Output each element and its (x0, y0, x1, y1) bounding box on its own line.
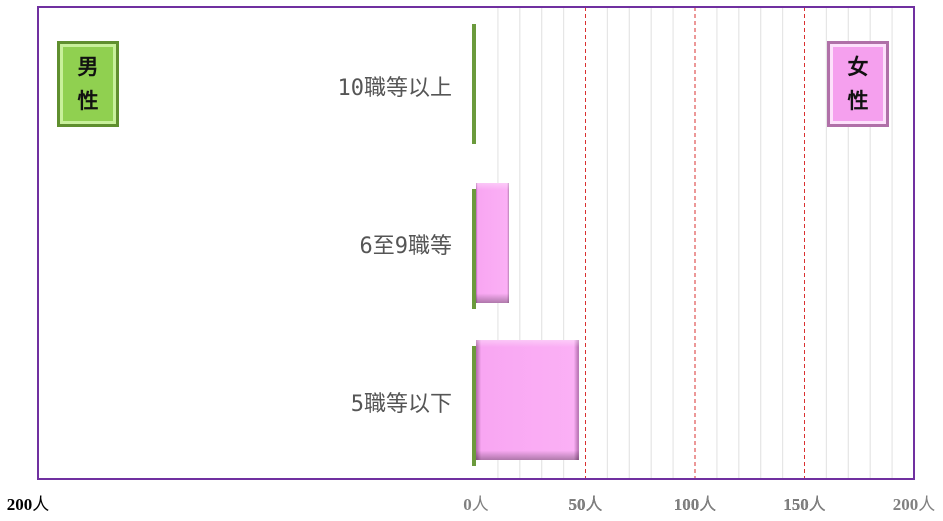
male-bar (472, 189, 476, 309)
tick-value: 50 (569, 495, 586, 514)
tick-value: 100 (674, 495, 700, 514)
tick-unit: 人 (699, 495, 716, 514)
x-tick-label: 0人 (463, 495, 489, 514)
tick-unit: 人 (586, 495, 603, 514)
tick-unit: 人 (918, 495, 935, 514)
x-tick-label: 200人 (893, 495, 936, 514)
legend-badge-text: 性 (848, 89, 869, 113)
legend-badge-text: 性 (78, 89, 99, 113)
male-legend-badge: 男性 (57, 41, 119, 127)
tick-unit: 人 (472, 495, 489, 514)
tick-value: 150 (783, 495, 809, 514)
x-tick-label: 100人 (674, 495, 717, 514)
tick-value: 150 (783, 495, 809, 514)
x-tick-label: 150人 (783, 495, 826, 514)
category-label: 5職等以下 (351, 392, 452, 417)
tick-unit: 人 (699, 495, 716, 514)
plot-frame (37, 6, 915, 480)
bars-layer (472, 24, 579, 466)
tick-unit: 人 (809, 495, 826, 514)
x-tick-label: 50人 (569, 495, 603, 514)
x-tick-label: 50人 (569, 495, 603, 514)
tick-value: 0 (463, 495, 472, 514)
tick-value: 200 (893, 495, 919, 514)
tick-value: 50 (569, 495, 586, 514)
legend-badge-text: 女 (848, 55, 869, 79)
female-bar-shade (476, 340, 579, 460)
tick-unit: 人 (586, 495, 603, 514)
tick-unit: 人 (809, 495, 826, 514)
x-tick-label: 200人 (7, 495, 50, 514)
x-tick-label: 100人 (674, 495, 717, 514)
male-bar (472, 24, 476, 144)
female-bar-shade (476, 183, 509, 303)
female-legend-badge: 女性 (827, 41, 889, 127)
category-label: 6至9職等 (360, 234, 453, 259)
tick-unit: 人 (32, 495, 49, 514)
tick-value: 100 (674, 495, 700, 514)
x-tick-label: 150人 (783, 495, 826, 514)
male-bar (472, 346, 476, 466)
category-labels: 10職等以上 6至9職等 5職等以下 (338, 76, 453, 417)
tick-value: 200 (7, 495, 33, 514)
legend-badge-text: 男 (78, 55, 99, 79)
category-label: 10職等以上 (338, 76, 453, 101)
